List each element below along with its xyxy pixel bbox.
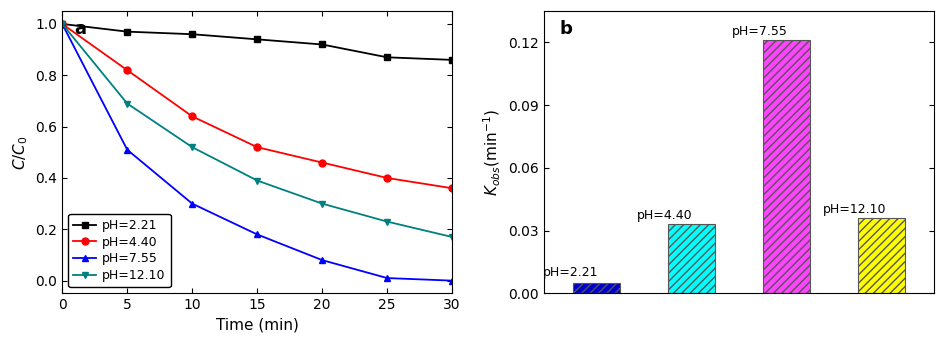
Legend: pH=2.21, pH=4.40, pH=7.55, pH=12.10: pH=2.21, pH=4.40, pH=7.55, pH=12.10 — [68, 214, 171, 287]
pH=2.21 — [57, 22, 68, 26]
pH=12.10 — [446, 235, 457, 239]
Y-axis label: $K_{obs}$(min$^{-1}$): $K_{obs}$(min$^{-1}$) — [481, 109, 502, 196]
pH=7.55 — [122, 148, 133, 152]
Text: pH=12.10: pH=12.10 — [822, 203, 885, 216]
Line: pH=4.40: pH=4.40 — [59, 21, 455, 192]
Text: b: b — [559, 20, 572, 37]
pH=4.40 — [57, 22, 68, 26]
pH=7.55 — [316, 258, 328, 262]
pH=2.21 — [381, 55, 393, 60]
pH=2.21 — [186, 32, 197, 36]
pH=12.10 — [381, 219, 393, 224]
Bar — [572, 283, 619, 293]
Text: pH=7.55: pH=7.55 — [732, 25, 787, 38]
pH=4.40 — [251, 145, 262, 149]
Line: pH=7.55: pH=7.55 — [59, 21, 455, 284]
pH=4.40 — [122, 68, 133, 72]
pH=4.40 — [186, 114, 197, 118]
pH=12.10 — [122, 101, 133, 106]
Bar — [762, 40, 809, 293]
pH=7.55 — [251, 232, 262, 236]
pH=12.10 — [57, 22, 68, 26]
Bar — [857, 218, 904, 293]
pH=4.40 — [316, 161, 328, 165]
pH=4.40 — [446, 186, 457, 190]
Line: pH=12.10: pH=12.10 — [59, 21, 455, 240]
pH=7.55 — [446, 279, 457, 283]
pH=7.55 — [57, 22, 68, 26]
pH=4.40 — [381, 176, 393, 180]
Y-axis label: $C/C_0$: $C/C_0$ — [11, 135, 30, 170]
pH=7.55 — [381, 276, 393, 280]
pH=12.10 — [316, 202, 328, 206]
pH=2.21 — [251, 37, 262, 41]
pH=12.10 — [186, 145, 197, 149]
Text: a: a — [74, 20, 86, 37]
pH=2.21 — [446, 58, 457, 62]
X-axis label: Time (min): Time (min) — [215, 318, 298, 333]
Bar — [666, 224, 715, 293]
Text: pH=4.40: pH=4.40 — [636, 209, 692, 222]
pH=7.55 — [186, 202, 197, 206]
Line: pH=2.21: pH=2.21 — [59, 21, 455, 63]
pH=12.10 — [251, 179, 262, 183]
Text: pH=2.21: pH=2.21 — [542, 266, 598, 279]
pH=2.21 — [122, 30, 133, 34]
pH=2.21 — [316, 42, 328, 46]
